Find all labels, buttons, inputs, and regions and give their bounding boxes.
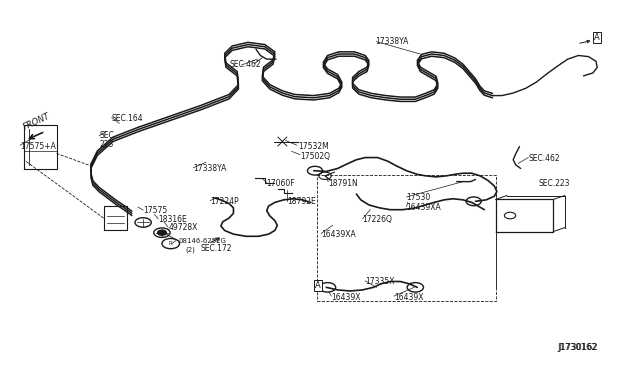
Text: 17530: 17530 [406,193,431,202]
Text: 16439XA: 16439XA [406,203,442,212]
Text: (2): (2) [185,247,195,253]
Text: 18316E: 18316E [158,215,187,224]
Text: 223: 223 [99,140,114,148]
Text: 17224P: 17224P [211,197,239,206]
Text: A: A [595,33,600,42]
Text: 16439X: 16439X [394,293,424,302]
Text: 16439X: 16439X [332,293,361,302]
Text: 17335X: 17335X [365,277,395,286]
Text: R: R [169,241,173,246]
Text: SEC.: SEC. [99,131,116,140]
Text: 16439XA: 16439XA [321,230,356,238]
Text: 08146-6252G: 08146-6252G [179,238,227,244]
Text: 18791N: 18791N [328,179,358,187]
Text: 17532M: 17532M [298,142,329,151]
Text: 17502Q: 17502Q [300,152,330,161]
Text: 17338YA: 17338YA [193,164,227,173]
Text: J1730162: J1730162 [558,343,598,352]
Text: FRONT: FRONT [22,112,51,132]
Text: 49728X: 49728X [168,224,198,232]
Text: SEC.223: SEC.223 [538,179,570,187]
Text: A: A [316,280,321,290]
Text: 17338YA: 17338YA [375,38,408,46]
Text: SEC.172: SEC.172 [201,244,232,253]
Text: J1730162: J1730162 [557,343,596,352]
Text: 17060F: 17060F [267,179,295,187]
Text: 17575: 17575 [143,206,168,215]
Text: 17575+A: 17575+A [20,142,56,151]
Text: SEC.164: SEC.164 [112,114,143,123]
Text: 18792E: 18792E [287,197,316,206]
Text: SEC.462: SEC.462 [229,61,260,70]
Circle shape [157,230,166,235]
Text: SEC.462: SEC.462 [528,154,560,163]
Text: 17226Q: 17226Q [363,215,392,224]
